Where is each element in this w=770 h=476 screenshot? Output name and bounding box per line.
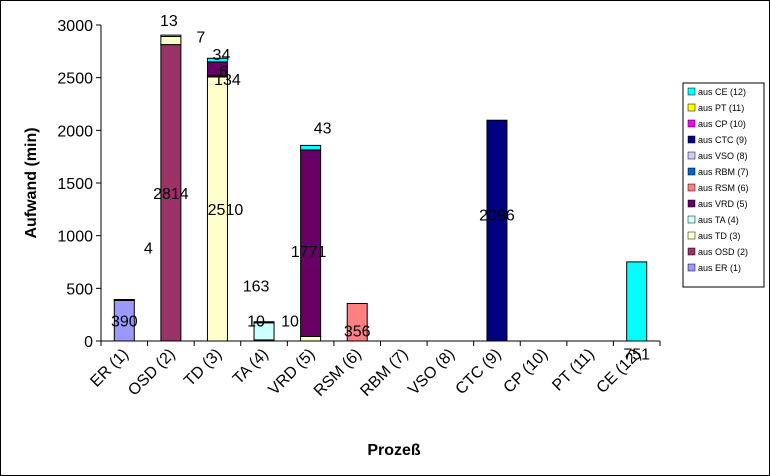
bar-segment <box>346 303 368 342</box>
bar-segment <box>300 144 322 151</box>
bar-segment <box>486 119 508 342</box>
y-tick-label: 2500 <box>57 71 93 88</box>
legend-label: aus TA (4) <box>698 215 739 225</box>
legend-swatch <box>687 199 696 208</box>
legend-label: aus TD (3) <box>698 231 740 241</box>
legend-swatch <box>687 119 696 128</box>
legend-swatch <box>687 247 696 256</box>
data-label: 2096 <box>479 208 515 225</box>
y-tick-label: 1500 <box>57 176 93 193</box>
legend-swatch <box>687 135 696 144</box>
data-label: 13 <box>160 13 178 30</box>
data-label: 4 <box>144 241 153 258</box>
y-tick-label: 0 <box>84 334 93 351</box>
legend-swatch <box>687 151 696 160</box>
data-label: 34 <box>213 47 231 64</box>
legend-label: aus VRD (5) <box>698 199 748 209</box>
bar-segment <box>253 321 275 324</box>
bar-segment <box>206 57 228 63</box>
data-label: 134 <box>214 72 241 89</box>
legend-label: aus ER (1) <box>698 263 741 273</box>
data-label: 751 <box>623 346 650 363</box>
y-tick-label: 1000 <box>57 229 93 246</box>
bar-segment <box>300 149 322 337</box>
y-axis-title: Aufwand (min) <box>23 127 40 238</box>
data-label: 2814 <box>153 186 189 203</box>
legend-label: aus PT (11) <box>698 103 744 113</box>
legend-swatch <box>687 263 696 272</box>
x-axis-title: Prozeß <box>367 442 421 459</box>
y-tick-label: 2000 <box>57 123 93 140</box>
legend-label: aus CP (10) <box>698 119 746 129</box>
data-label: 6 <box>219 63 228 80</box>
bar-segment <box>113 298 135 301</box>
legend: aus CE (12) aus PT (11) aus CP (10) aus CTC… <box>682 82 765 288</box>
data-label: 163 <box>243 278 270 295</box>
data-label: 43 <box>314 121 332 138</box>
bar-segment <box>626 261 648 342</box>
data-label: 10 <box>247 313 265 330</box>
data-label: 10 <box>281 313 299 330</box>
legend-swatch <box>687 87 696 96</box>
data-label: 1771 <box>291 244 327 261</box>
data-label: 390 <box>111 313 138 330</box>
legend-label: aus RBM (7) <box>698 167 749 177</box>
data-label: 7 <box>196 30 205 47</box>
legend-swatch <box>687 231 696 240</box>
legend-label: aus VSO (8) <box>698 151 748 161</box>
legend-swatch <box>687 215 696 224</box>
legend-box <box>682 82 765 288</box>
data-label: 356 <box>344 323 371 340</box>
legend-swatch <box>687 183 696 192</box>
legend-swatch <box>687 103 696 112</box>
y-tick-label: 3000 <box>57 18 93 35</box>
bar-segment <box>160 34 182 37</box>
legend-swatch <box>687 167 696 176</box>
data-label: 2510 <box>208 202 244 219</box>
legend-label: aus CE (12) <box>698 87 746 97</box>
legend-label: aus RSM (6) <box>698 183 749 193</box>
y-tick-label: 500 <box>66 281 93 298</box>
bar-segment <box>300 335 322 342</box>
legend-label: aus CTC (9) <box>698 135 747 145</box>
bar-segment <box>160 35 182 46</box>
legend-label: aus OSD (2) <box>698 247 748 257</box>
